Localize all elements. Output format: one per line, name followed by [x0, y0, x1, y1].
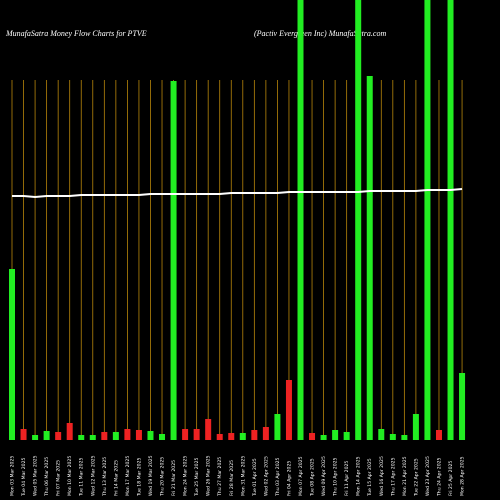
x-tick-label: Mon 21 Apr 2025	[402, 456, 408, 496]
x-tick-label: Mon 17 Mar 2025	[125, 456, 131, 496]
bar	[309, 433, 316, 440]
bar	[435, 430, 442, 440]
bar	[55, 432, 62, 440]
x-tick-label: Fri 14 Mar 2025	[113, 460, 119, 496]
x-tick-label: Thu 20 Mar 2025	[160, 457, 166, 497]
bar	[101, 432, 108, 440]
x-tick-label: Mon 24 Mar 2025	[183, 456, 189, 496]
bar	[32, 435, 39, 440]
x-tick-label: Wed 19 Mar 2025	[148, 455, 154, 496]
bar	[170, 81, 177, 440]
bar	[112, 432, 119, 440]
x-tick-label: Fri 25 Apr 2025	[448, 461, 454, 496]
bar	[135, 430, 142, 440]
bar	[147, 431, 154, 440]
x-tick-label: Fri 07 Mar 2025	[56, 460, 62, 496]
x-tick-label: Tue 04 Mar 2025	[21, 457, 27, 497]
x-tick-label: Thu 03 Apr 2025	[275, 457, 281, 497]
bar	[355, 0, 362, 440]
bar	[412, 414, 419, 440]
bar	[205, 419, 212, 440]
bar	[66, 423, 73, 440]
x-tick-label: Thu 10 Apr 2025	[333, 457, 339, 497]
x-tick-label: Tue 11 Mar 2025	[79, 457, 85, 497]
bar	[285, 380, 292, 440]
bar	[251, 430, 258, 440]
bar	[89, 435, 96, 440]
x-tick-label: Mon 07 Apr 2025	[298, 456, 304, 496]
bar	[297, 0, 304, 440]
x-tick-label: Wed 23 Apr 2025	[425, 456, 431, 496]
x-tick-label: Mon 10 Mar 2025	[67, 456, 73, 496]
x-tick-label: Thu 06 Mar 2025	[44, 457, 50, 497]
x-tick-label: Fri 11 Apr 2025	[344, 461, 350, 496]
x-tick-label: Tue 22 Apr 2025	[413, 458, 419, 497]
x-tick-label: Wed 02 Apr 2025	[263, 456, 269, 496]
x-tick-label: Wed 09 Apr 2025	[321, 456, 327, 496]
bar	[332, 430, 339, 440]
x-tick-label: Tue 15 Apr 2025	[367, 458, 373, 497]
bar	[216, 434, 223, 440]
x-tick-label: Tue 25 Mar 2025	[194, 457, 200, 497]
x-tick-label: Fri 28 Mar 2025	[229, 460, 235, 496]
bar	[389, 434, 396, 440]
x-tick-label: Mon 28 Apr 2025	[460, 456, 466, 496]
bar	[124, 429, 131, 440]
x-tick-label: Wed 16 Apr 2025	[379, 456, 385, 496]
bar	[343, 432, 350, 440]
bar	[78, 435, 85, 440]
x-tick-label: Fri 21 Mar 2025	[171, 460, 177, 496]
bar	[274, 414, 281, 440]
x-tick-label: Thu 17 Apr 2025	[390, 457, 396, 497]
x-tick-label: Tue 18 Mar 2025	[136, 457, 142, 497]
bar	[182, 429, 189, 440]
x-tick-label: Thu 13 Mar 2025	[102, 457, 108, 497]
chart-subtitle: (Pactiv Evergreen Inc) MunafaSatra.com	[254, 29, 386, 38]
bar	[424, 0, 431, 440]
x-tick-label: Wed 12 Mar 2025	[90, 455, 96, 496]
x-tick-label: Mon 03 Mar 2025	[10, 456, 16, 496]
x-tick-label: Tue 01 Apr 2025	[252, 458, 258, 497]
bar	[20, 429, 27, 440]
x-tick-label: Mon 31 Mar 2025	[240, 456, 246, 496]
x-tick-label: Wed 26 Mar 2025	[206, 455, 212, 496]
bar	[366, 76, 373, 440]
x-tick-label: Tue 08 Apr 2025	[310, 458, 316, 497]
bar	[378, 429, 385, 440]
bar	[159, 434, 166, 440]
x-tick-label: Wed 05 Mar 2025	[33, 455, 39, 496]
chart-title: MunafaSatra Money Flow Charts for PTVE	[5, 29, 147, 38]
x-tick-label: Thu 27 Mar 2025	[217, 457, 223, 497]
x-tick-label: Thu 24 Apr 2025	[436, 457, 442, 497]
bar	[459, 373, 466, 440]
bar	[193, 429, 200, 440]
bar	[447, 0, 454, 440]
bar	[262, 427, 269, 440]
x-tick-label: Fri 04 Apr 2025	[286, 461, 292, 496]
bar	[401, 435, 408, 440]
money-flow-line	[12, 188, 463, 199]
bar	[43, 431, 50, 440]
bar	[9, 269, 15, 440]
bar	[228, 433, 235, 440]
bar	[239, 433, 246, 440]
x-tick-label: Mon 14 Apr 2025	[356, 456, 362, 496]
bar	[320, 435, 327, 440]
